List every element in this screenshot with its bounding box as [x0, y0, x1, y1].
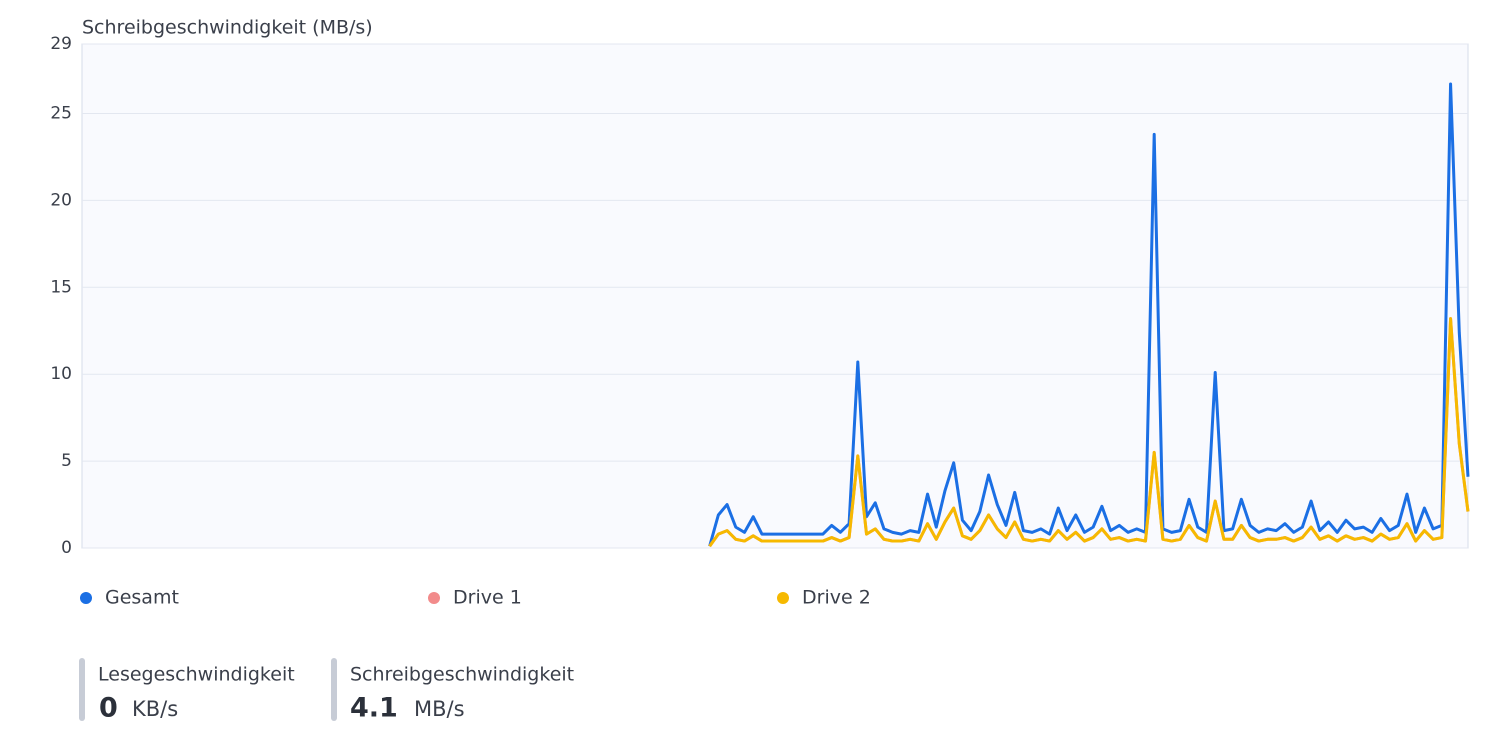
legend-item[interactable]: Drive 1 [428, 587, 522, 609]
y-tick-label: 29 [50, 34, 72, 54]
legend-dot [777, 592, 789, 604]
legend-label: Drive 2 [802, 587, 871, 609]
stat-label: Lesegeschwindigkeit [98, 664, 295, 686]
series-line [708, 317, 1470, 548]
legend-label: Drive 1 [453, 587, 522, 609]
y-tick-label: 10 [50, 364, 72, 384]
stat-value: 4.1 [350, 693, 398, 724]
legend-item[interactable]: Gesamt [80, 587, 179, 609]
series-line [708, 82, 1470, 547]
chart-title: Schreibgeschwindigkeit (MB/s) [82, 17, 373, 39]
legend-dot [80, 592, 92, 604]
legend-item[interactable]: Drive 2 [777, 587, 871, 609]
y-tick-label: 15 [50, 277, 72, 297]
stat-bar [331, 658, 337, 721]
stat-value: 0 [99, 693, 118, 724]
y-tick-label: 20 [50, 190, 72, 210]
stat-label: Schreibgeschwindigkeit [350, 664, 574, 686]
y-tick-label: 0 [61, 538, 72, 558]
legend-dot [428, 592, 440, 604]
y-tick-label: 5 [61, 451, 72, 471]
stat-unit: MB/s [414, 697, 465, 721]
plot-area [81, 43, 1469, 549]
y-tick-label: 25 [50, 104, 72, 124]
legend-label: Gesamt [105, 587, 179, 609]
stat-unit: KB/s [132, 697, 178, 721]
stat-bar [79, 658, 85, 721]
